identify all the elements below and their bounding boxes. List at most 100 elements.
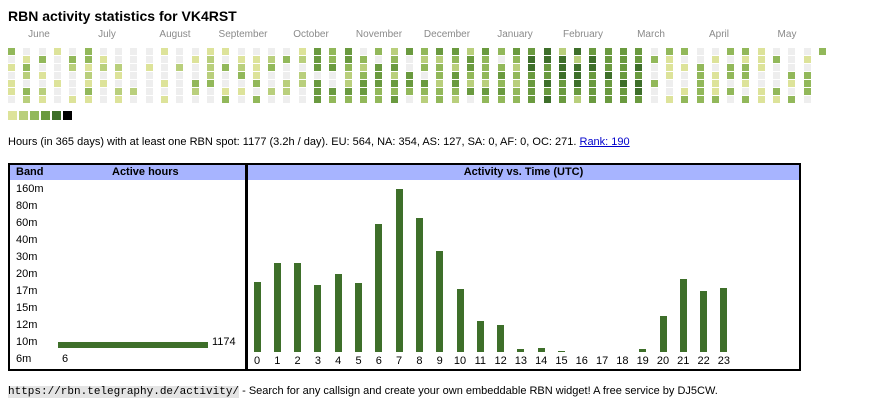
heatmap-cell (237, 48, 245, 55)
heatmap-cell (451, 80, 459, 87)
heatmap-cell (512, 48, 520, 55)
hour-bar (537, 347, 545, 352)
heatmap-cell (329, 56, 337, 63)
heatmap-cell (375, 88, 383, 95)
hour-bar (375, 223, 383, 352)
heatmap-cell (344, 48, 352, 55)
heatmap-cell (405, 80, 413, 87)
heatmap-cell (803, 56, 811, 63)
heatmap-cell (497, 56, 505, 63)
heatmap-cell (482, 88, 490, 95)
heatmap-cell (773, 96, 780, 103)
heatmap-cell (69, 72, 77, 79)
heatmap-cell (237, 96, 245, 103)
heatmap-cell (161, 64, 168, 71)
heatmap-cell (8, 64, 15, 71)
heatmap-cell (497, 64, 505, 71)
rank-link[interactable]: Rank: 190 (579, 136, 630, 148)
heatmap-cell (665, 56, 673, 63)
heatmap-cell (467, 64, 474, 71)
heatmap-cell (283, 64, 291, 71)
heatmap-cell (84, 88, 92, 95)
heatmap-cell (558, 96, 566, 103)
hour-bar (476, 320, 484, 352)
heatmap-cell (237, 88, 245, 95)
heatmap-cell (604, 88, 612, 95)
heatmap-cell (421, 56, 429, 63)
heatmap-cell (268, 56, 276, 63)
hour-bar (497, 325, 505, 352)
legend-swatch (52, 111, 61, 120)
heatmap-cell (176, 64, 184, 71)
heatmap-cell (604, 64, 612, 71)
heatmap-cell (543, 56, 551, 63)
heatmap-cell (742, 88, 750, 95)
heatmap-cell (528, 80, 536, 87)
heatmap-cell (390, 80, 398, 87)
hour-bar (436, 250, 444, 352)
heatmap-cell (23, 48, 31, 55)
heatmap-cell (604, 80, 612, 87)
heatmap-cell (451, 64, 459, 71)
heatmap-cell (222, 56, 230, 63)
heatmap-cell (711, 64, 719, 71)
heatmap-cell (375, 80, 383, 87)
heatmap-cell (543, 72, 551, 79)
heatmap-cell (650, 88, 658, 95)
heatmap-cell (344, 96, 352, 103)
heatmap-cell (237, 72, 245, 79)
heatmap-cell (512, 72, 520, 79)
heatmap-cell (635, 48, 643, 55)
heatmap-cell (696, 64, 704, 71)
heatmap-cell (405, 48, 413, 55)
heatmap-cell (421, 88, 429, 95)
band-name: 40m (16, 234, 38, 246)
heatmap-cell (206, 80, 214, 87)
footer-link[interactable]: https://rbn.telegraphy.de/activity/ (8, 386, 240, 398)
heatmap-cell (99, 56, 107, 63)
heatmap-cell (681, 80, 689, 87)
month-labels: June July August September October Novem… (0, 29, 870, 43)
heatmap-cell (727, 56, 735, 63)
heatmap-cell (451, 96, 459, 103)
summary-line: Hours (in 365 days) with at least one RB… (8, 136, 630, 148)
heatmap-cell (161, 96, 168, 103)
band-column-header: Band (16, 166, 44, 178)
heatmap-cell (329, 48, 337, 55)
heatmap-cell (803, 48, 811, 55)
heatmap-cell (53, 88, 61, 95)
heatmap-cell (38, 56, 46, 63)
hour-tick-label: 20 (656, 355, 670, 367)
hour-tick-label: 3 (314, 355, 321, 367)
heatmap-cell (589, 64, 597, 71)
heatmap-cell (757, 48, 765, 55)
heatmap-cell (130, 48, 138, 55)
heatmap-cell (283, 80, 291, 87)
heatmap-cell (635, 72, 643, 79)
heatmap-cell (512, 96, 520, 103)
hour-bar (334, 274, 342, 352)
heatmap-cell (115, 80, 123, 87)
month-label: July (98, 29, 116, 40)
heatmap-cell (742, 64, 750, 71)
heatmap-cell (681, 96, 689, 103)
heatmap-cell (742, 96, 750, 103)
heatmap-cell (53, 64, 61, 71)
hour-bar (558, 350, 565, 352)
heatmap-cell (53, 80, 61, 87)
heatmap-cell (130, 72, 138, 79)
heatmap-cell (558, 64, 566, 71)
heatmap-cell (99, 48, 107, 55)
band-name: 6m (16, 353, 32, 365)
heatmap-cell (390, 88, 398, 95)
hour-bar (314, 284, 322, 352)
heatmap-cell (620, 56, 627, 63)
legend-swatch (8, 111, 17, 120)
heatmap-cell (130, 80, 138, 87)
heatmap-cell (375, 96, 383, 103)
heatmap-cell (681, 56, 689, 63)
heatmap-cell (788, 64, 796, 71)
heatmap-cell (390, 96, 398, 103)
heatmap-cell (451, 72, 459, 79)
heatmap-cell (298, 72, 306, 79)
